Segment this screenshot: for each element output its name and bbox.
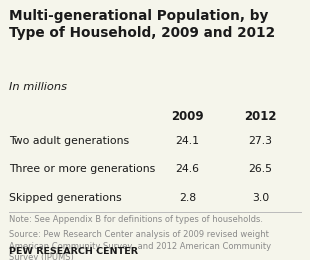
Text: Two adult generations: Two adult generations [9, 136, 130, 146]
Text: Three or more generations: Three or more generations [9, 164, 156, 174]
Text: 24.6: 24.6 [175, 164, 200, 174]
Text: 2.8: 2.8 [179, 193, 196, 203]
Text: PEW RESEARCH CENTER: PEW RESEARCH CENTER [9, 247, 138, 256]
Text: Note: See Appendix B for definitions of types of households.: Note: See Appendix B for definitions of … [9, 214, 263, 224]
Text: 24.1: 24.1 [175, 136, 200, 146]
Text: Source: Pew Research Center analysis of 2009 revised weight
American Community S: Source: Pew Research Center analysis of … [9, 230, 272, 260]
Text: In millions: In millions [9, 82, 67, 92]
Text: 2012: 2012 [244, 110, 277, 124]
Text: 26.5: 26.5 [248, 164, 272, 174]
Text: 3.0: 3.0 [252, 193, 269, 203]
Text: 2009: 2009 [171, 110, 204, 124]
Text: Multi-generational Population, by
Type of Household, 2009 and 2012: Multi-generational Population, by Type o… [9, 9, 275, 40]
Text: Skipped generations: Skipped generations [9, 193, 122, 203]
Text: 27.3: 27.3 [248, 136, 272, 146]
